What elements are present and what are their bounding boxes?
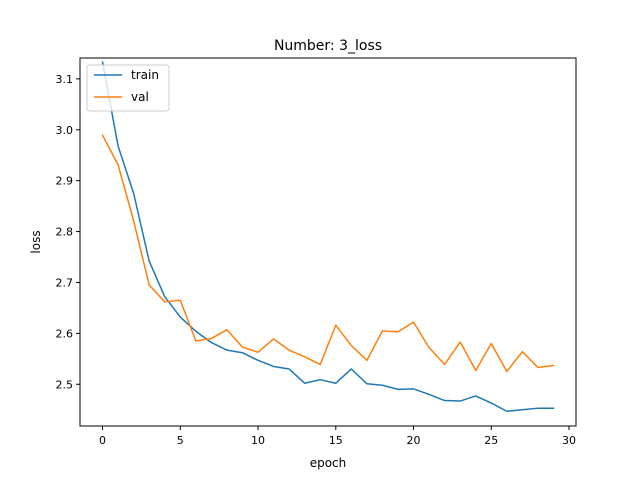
plot-frame [79,57,577,427]
y-tick-label: 2.8 [56,226,74,239]
x-axis-label: epoch [310,456,347,470]
x-axis: 0 5 10 15 20 25 30 [99,426,576,447]
y-tick-label: 2.6 [56,327,74,340]
x-tick-label: 0 [99,434,106,447]
x-tick-label: 5 [177,434,184,447]
series-line-train [101,61,555,412]
y-axis-label: loss [29,230,43,253]
x-tick-label: 30 [562,434,576,447]
series-line-val [101,134,555,373]
y-tick-label: 2.9 [56,175,74,188]
y-axis: 2.5 2.6 2.7 2.8 2.9 3.0 3.1 [56,73,80,391]
legend: train val [86,64,170,112]
y-tick-label: 2.5 [56,378,74,391]
x-tick-label: 25 [484,434,498,447]
chart-title: Number: 3_loss [274,38,382,54]
series-layer [101,61,555,412]
x-tick-label: 15 [329,434,343,447]
y-tick-label: 2.7 [56,276,74,289]
y-tick-label: 3.1 [56,73,74,86]
y-tick-label: 3.0 [56,124,74,137]
x-tick-label: 20 [407,434,421,447]
x-tick-label: 10 [251,434,265,447]
legend-box [86,64,170,112]
legend-label-train: train [131,68,159,82]
legend-label-val: val [131,90,149,104]
